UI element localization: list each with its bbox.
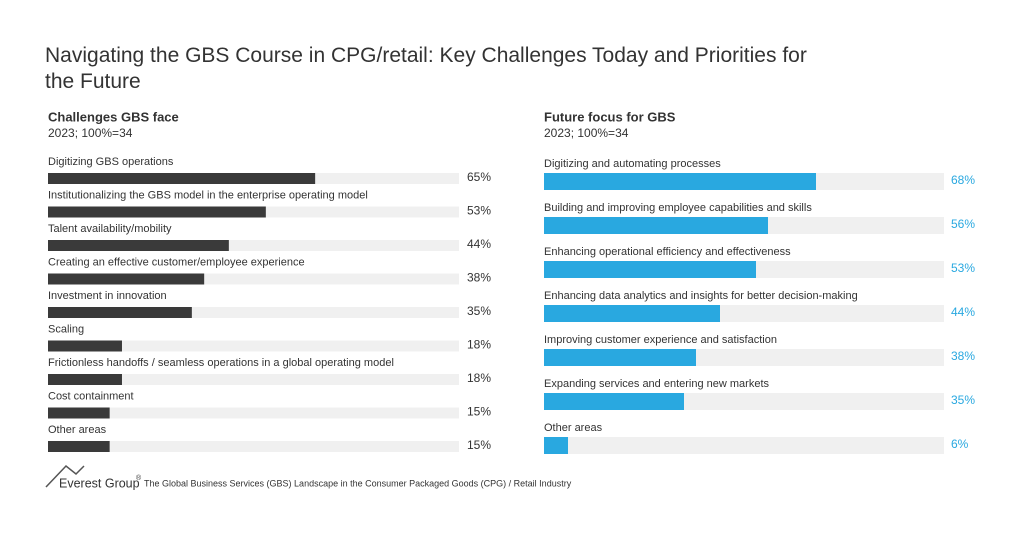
category-label: Enhancing operational efficiency and eff… xyxy=(544,246,791,258)
bar xyxy=(544,437,568,454)
value-label: 53% xyxy=(951,261,975,275)
category-label: Talent availability/mobility xyxy=(48,223,172,235)
value-label: 53% xyxy=(467,204,491,218)
category-label: Expanding services and entering new mark… xyxy=(544,378,770,390)
category-label: Improving customer experience and satisf… xyxy=(544,334,777,346)
chart-subtitle: 2023; 100%=34 xyxy=(544,126,629,140)
category-label: Digitizing and automating processes xyxy=(544,158,721,170)
bar-track xyxy=(48,374,459,385)
bar xyxy=(48,240,229,251)
value-label: 18% xyxy=(467,371,491,385)
category-label: Frictionless handoffs / seamless operati… xyxy=(48,357,394,369)
bar-track xyxy=(48,407,459,419)
value-label: 35% xyxy=(467,304,491,318)
bar xyxy=(48,441,110,452)
value-label: 35% xyxy=(951,393,975,407)
bar xyxy=(48,307,192,318)
registered: ® xyxy=(136,474,142,482)
category-label: Other areas xyxy=(544,422,603,434)
bar-track xyxy=(48,340,459,352)
source-note: The Global Business Services (GBS) Lands… xyxy=(144,478,572,488)
value-label: 15% xyxy=(467,405,491,419)
bar-track xyxy=(48,441,459,452)
category-label: Institutionalizing the GBS model in the … xyxy=(48,189,368,201)
value-label: 38% xyxy=(467,271,491,285)
bar-track xyxy=(544,437,944,454)
bar xyxy=(544,261,756,278)
category-label: Digitizing GBS operations xyxy=(48,156,174,168)
value-label: 44% xyxy=(951,305,975,319)
value-label: 65% xyxy=(467,170,491,184)
category-label: Other areas xyxy=(48,424,107,436)
logo-mark xyxy=(45,464,85,488)
bar xyxy=(48,173,316,184)
brand: Everest Group xyxy=(59,476,140,490)
bar xyxy=(48,407,110,419)
category-label: Building and improving employee capabili… xyxy=(544,202,812,214)
value-label: 38% xyxy=(951,349,975,363)
bar xyxy=(48,340,122,352)
value-label: 6% xyxy=(951,437,969,451)
bar xyxy=(48,273,205,285)
page-title: Navigating the GBS Course in CPG/retail:… xyxy=(45,44,807,93)
bar xyxy=(544,349,696,366)
category-label: Cost containment xyxy=(48,390,134,402)
value-label: 56% xyxy=(951,217,975,231)
category-label: Scaling xyxy=(48,323,84,335)
bar xyxy=(544,217,768,234)
category-label: Investment in innovation xyxy=(48,290,167,302)
chart-title: Future focus for GBS xyxy=(544,109,676,124)
bar xyxy=(544,173,816,190)
bar xyxy=(48,206,266,218)
bar xyxy=(48,374,122,385)
category-label: Creating an effective customer/employee … xyxy=(48,256,305,268)
value-label: 15% xyxy=(467,438,491,452)
bar-track xyxy=(48,307,459,318)
logo: Everest Group ® The Global Business Serv… xyxy=(45,464,572,490)
chart-subtitle: 2023; 100%=34 xyxy=(48,126,133,140)
category-label: Enhancing data analytics and insights fo… xyxy=(544,290,858,302)
bar xyxy=(544,393,684,410)
chart-title: Challenges GBS face xyxy=(48,109,179,124)
value-label: 18% xyxy=(467,338,491,352)
value-label: 44% xyxy=(467,237,491,251)
value-label: 68% xyxy=(951,173,975,187)
bar xyxy=(544,305,720,322)
bar-track xyxy=(48,240,459,251)
bar-track xyxy=(48,273,459,285)
